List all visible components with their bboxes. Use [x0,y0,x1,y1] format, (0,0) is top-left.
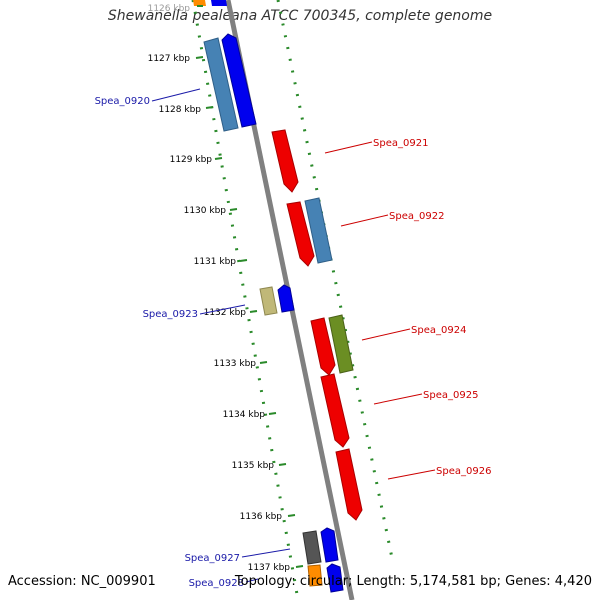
leader-spea-0920 [151,88,201,102]
tick-1135 [278,463,287,466]
gene-spea-0923-block[interactable] [259,286,278,316]
gene-spea-0927-block[interactable] [302,530,322,565]
kbp-label-1133: 1133 kbp [214,359,257,369]
kbp-label-1126: 1126 kbp [148,4,191,14]
gene-label-spea-0925[interactable]: Spea_0925 [423,390,478,401]
leader-spea-0928 [245,578,259,583]
kbp-label-1136: 1136 kbp [240,512,283,522]
kbp-label-1129: 1129 kbp [170,155,213,165]
kbp-labels: 1126 kbp 1127 kbp 1128 kbp 1129 kbp 1130… [148,4,291,573]
tick-1134 [268,412,277,415]
kbp-label-1132: 1132 kbp [204,308,247,318]
tick-1131 [239,259,248,262]
tick-1130 [229,208,238,211]
gene-spea-0922-block[interactable] [304,197,333,264]
leader-spea-0925 [373,393,423,405]
gene-spea-0925-arrow[interactable] [320,373,350,448]
gene-label-spea-0927[interactable]: Spea_0927 [185,553,240,564]
tick-1129 [214,157,223,160]
gene-label-spea-0928[interactable]: Spea_0928 [189,578,244,589]
gene-top-fragment-orange [193,0,206,6]
gene-label-spea-0924[interactable]: Spea_0924 [411,325,466,336]
genome-summary-text: Topology: circular; Length: 5,174,581 bp… [234,574,592,589]
gene-spea-0928-block[interactable] [307,564,323,587]
gene-labels: Spea_0920 Spea_0921 Spea_0922 Spea_0923 … [95,96,492,589]
tick-1136 [287,514,296,517]
kbp-label-1130: 1130 kbp [184,206,227,216]
kbp-label-1135: 1135 kbp [232,461,275,471]
tick-1133 [259,361,268,364]
map-title: Shewanella pealeana ATCC 700345, complet… [107,8,493,24]
kbp-label-1137: 1137 kbp [248,563,291,573]
gene-spea-0922-red-arrow[interactable] [286,201,315,267]
leader-spea-0927 [241,548,291,558]
kbp-label-1131: 1131 kbp [194,257,237,267]
kbp-label-1128: 1128 kbp [159,105,202,115]
leader-spea-0923 [199,304,246,315]
tick-1137 [295,565,304,568]
gene-spea-0924-red-arrow[interactable] [310,317,336,376]
leader-spea-0926 [387,469,436,480]
gene-spea-0927-arrow[interactable] [320,527,339,563]
right-tick-ring [276,0,394,559]
gene-spea-0923-arrow[interactable] [277,284,295,313]
gene-spea-0928-arrow[interactable] [326,563,344,593]
gene-spea-0920-arrow[interactable] [221,33,257,128]
gene-spea-0924-block[interactable] [328,314,354,374]
tick-1127 [195,56,204,59]
leader-spea-0921 [324,141,373,154]
tick-1128 [205,106,214,109]
gene-label-spea-0920[interactable]: Spea_0920 [95,96,150,107]
gene-label-spea-0926[interactable]: Spea_0926 [436,466,491,477]
kbp-label-1134: 1134 kbp [223,410,266,420]
leader-lines [151,88,436,583]
gene-top-fragment-blue [211,0,227,6]
tick-1132 [249,310,258,313]
gene-spea-0920-block[interactable] [203,37,239,132]
accession-text: Accession: NC_009901 [8,574,156,589]
gene-spea-0926-arrow[interactable] [335,448,363,521]
leader-spea-0924 [361,328,411,341]
kbp-label-1127: 1127 kbp [148,54,191,64]
leader-spea-0922 [340,214,389,227]
kbp-ticks [195,5,304,568]
gene-spea-0921-arrow[interactable] [271,129,299,193]
gene-label-spea-0921[interactable]: Spea_0921 [373,138,428,149]
gene-label-spea-0922[interactable]: Spea_0922 [389,211,444,222]
gene-label-spea-0923[interactable]: Spea_0923 [143,309,198,320]
